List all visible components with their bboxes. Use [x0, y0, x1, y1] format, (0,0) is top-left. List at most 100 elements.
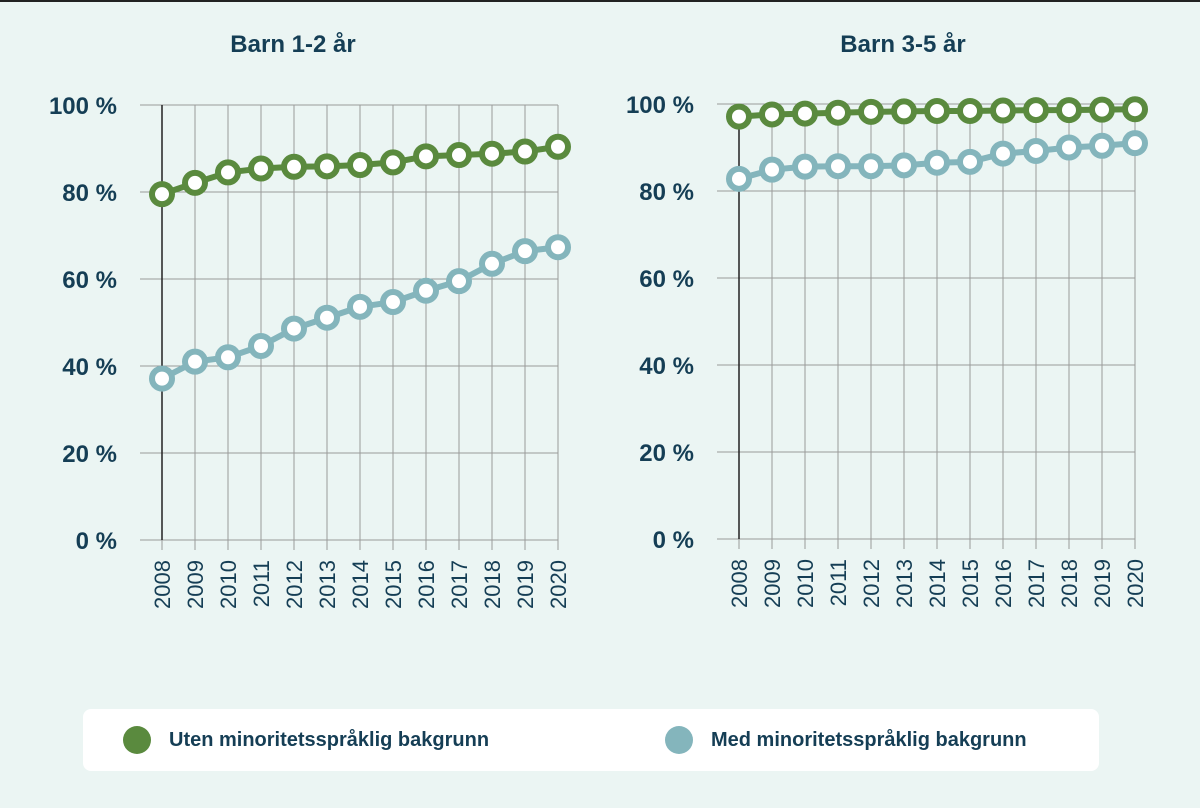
- y-tick-label: 20 %: [639, 440, 694, 467]
- x-tick-label: 2016: [414, 560, 439, 609]
- data-point: [990, 97, 1016, 124]
- data-point: [1089, 96, 1115, 123]
- x-tick-label: 2015: [381, 560, 406, 609]
- data-point: [1122, 130, 1148, 157]
- data-point: [446, 268, 472, 295]
- x-tick-label: 2019: [513, 560, 538, 609]
- data-point: [825, 153, 851, 180]
- data-point: [726, 103, 752, 130]
- data-point: [545, 234, 571, 261]
- legend-item-med: Med minoritetsspråklig bakgrunn: [665, 709, 1027, 771]
- x-tick-label: 2018: [1057, 559, 1082, 608]
- chart-barn-3-5: Barn 3-5 år 0 % 20 % 40 % 60 % 80 % 100 % 2008…: [626, 31, 1148, 608]
- data-point: [446, 142, 472, 169]
- data-point: [512, 238, 538, 265]
- x-tick-label: 2017: [1024, 559, 1049, 608]
- x-tick-label: 2013: [315, 560, 340, 609]
- data-point: [248, 332, 274, 359]
- data-point: [413, 277, 439, 304]
- data-point: [1023, 137, 1049, 164]
- legend-swatch-uten: [123, 726, 151, 754]
- data-point: [759, 101, 785, 128]
- x-tick-label: 2011: [826, 559, 851, 606]
- data-point: [957, 97, 983, 124]
- data-point: [149, 365, 175, 392]
- data-point: [248, 155, 274, 182]
- data-point: [347, 152, 373, 179]
- data-point: [1122, 96, 1148, 123]
- data-point: [990, 140, 1016, 167]
- data-point: [759, 156, 785, 183]
- y-tick-label: 40 %: [639, 353, 694, 380]
- y-tick-label: 100 %: [626, 92, 694, 119]
- legend-label-med: Med minoritetsspråklig bakgrunn: [711, 728, 1027, 751]
- x-tick-label: 2009: [760, 559, 785, 608]
- data-point: [182, 348, 208, 375]
- data-point: [182, 169, 208, 196]
- data-point: [149, 181, 175, 208]
- data-point: [792, 100, 818, 127]
- data-point: [858, 153, 884, 180]
- data-point: [1056, 97, 1082, 124]
- legend-item-uten: Uten minoritetsspråklig bakgrunn: [123, 709, 489, 771]
- x-tick-label: 2010: [793, 559, 818, 608]
- x-tick-label: 2020: [546, 560, 571, 609]
- legend-label-uten: Uten minoritetsspråklig bakgrunn: [169, 728, 490, 751]
- x-tick-label: 2012: [859, 559, 884, 608]
- data-point: [1056, 134, 1082, 161]
- data-point: [479, 250, 505, 277]
- data-point: [215, 344, 241, 371]
- data-point: [479, 140, 505, 167]
- data-point: [957, 148, 983, 175]
- data-point: [512, 138, 538, 165]
- chart-title: Barn 1-2 år: [230, 31, 355, 58]
- y-tick-label: 0 %: [76, 528, 117, 555]
- data-point: [413, 143, 439, 170]
- x-tick-label: 2017: [447, 560, 472, 609]
- data-point: [792, 153, 818, 180]
- y-tick-label: 80 %: [639, 179, 694, 206]
- data-point: [281, 153, 307, 180]
- data-point: [314, 304, 340, 331]
- x-tick-label: 2014: [348, 560, 373, 609]
- data-point: [281, 315, 307, 342]
- data-point: [545, 133, 571, 160]
- data-point: [891, 152, 917, 179]
- data-point: [726, 165, 752, 192]
- y-tick-label: 100 %: [49, 93, 117, 120]
- data-point: [380, 149, 406, 176]
- x-tick-label: 2008: [727, 559, 752, 608]
- data-point: [924, 97, 950, 124]
- chart-barn-1-2: Barn 1-2 år 0 % 20 % 40 % 60 % 80 % 100 % 2008…: [49, 31, 571, 609]
- x-tick-label: 2020: [1123, 559, 1148, 608]
- legend-swatch-med: [665, 726, 693, 754]
- x-tick-label: 2016: [991, 559, 1016, 608]
- top-rule: [0, 0, 1200, 2]
- x-tick-label: 2014: [925, 559, 950, 608]
- data-point: [314, 153, 340, 180]
- chart-title: Barn 3-5 år: [840, 31, 965, 58]
- x-tick-label: 2019: [1090, 559, 1115, 608]
- x-tick-label: 2009: [183, 560, 208, 609]
- y-tick-label: 80 %: [62, 180, 117, 207]
- data-point: [1089, 132, 1115, 159]
- data-point: [347, 293, 373, 320]
- x-tick-label: 2012: [282, 560, 307, 609]
- y-tick-label: 60 %: [639, 266, 694, 293]
- y-tick-label: 0 %: [653, 527, 694, 554]
- x-tick-label: 2011: [249, 560, 274, 607]
- data-point: [380, 289, 406, 316]
- data-point: [1023, 97, 1049, 124]
- x-tick-label: 2008: [150, 560, 175, 609]
- y-tick-label: 40 %: [62, 354, 117, 381]
- figure: Barn 1-2 år 0 % 20 % 40 % 60 % 80 % 100 % 2008…: [49, 31, 1148, 609]
- data-point: [825, 99, 851, 126]
- x-tick-label: 2013: [892, 559, 917, 608]
- y-tick-label: 20 %: [62, 441, 117, 468]
- data-point: [215, 159, 241, 186]
- y-tick-label: 60 %: [62, 267, 117, 294]
- data-point: [891, 98, 917, 125]
- legend: Uten minoritetsspråklig bakgrunn Med min…: [83, 709, 1099, 771]
- x-tick-label: 2010: [216, 560, 241, 609]
- x-tick-label: 2015: [958, 559, 983, 608]
